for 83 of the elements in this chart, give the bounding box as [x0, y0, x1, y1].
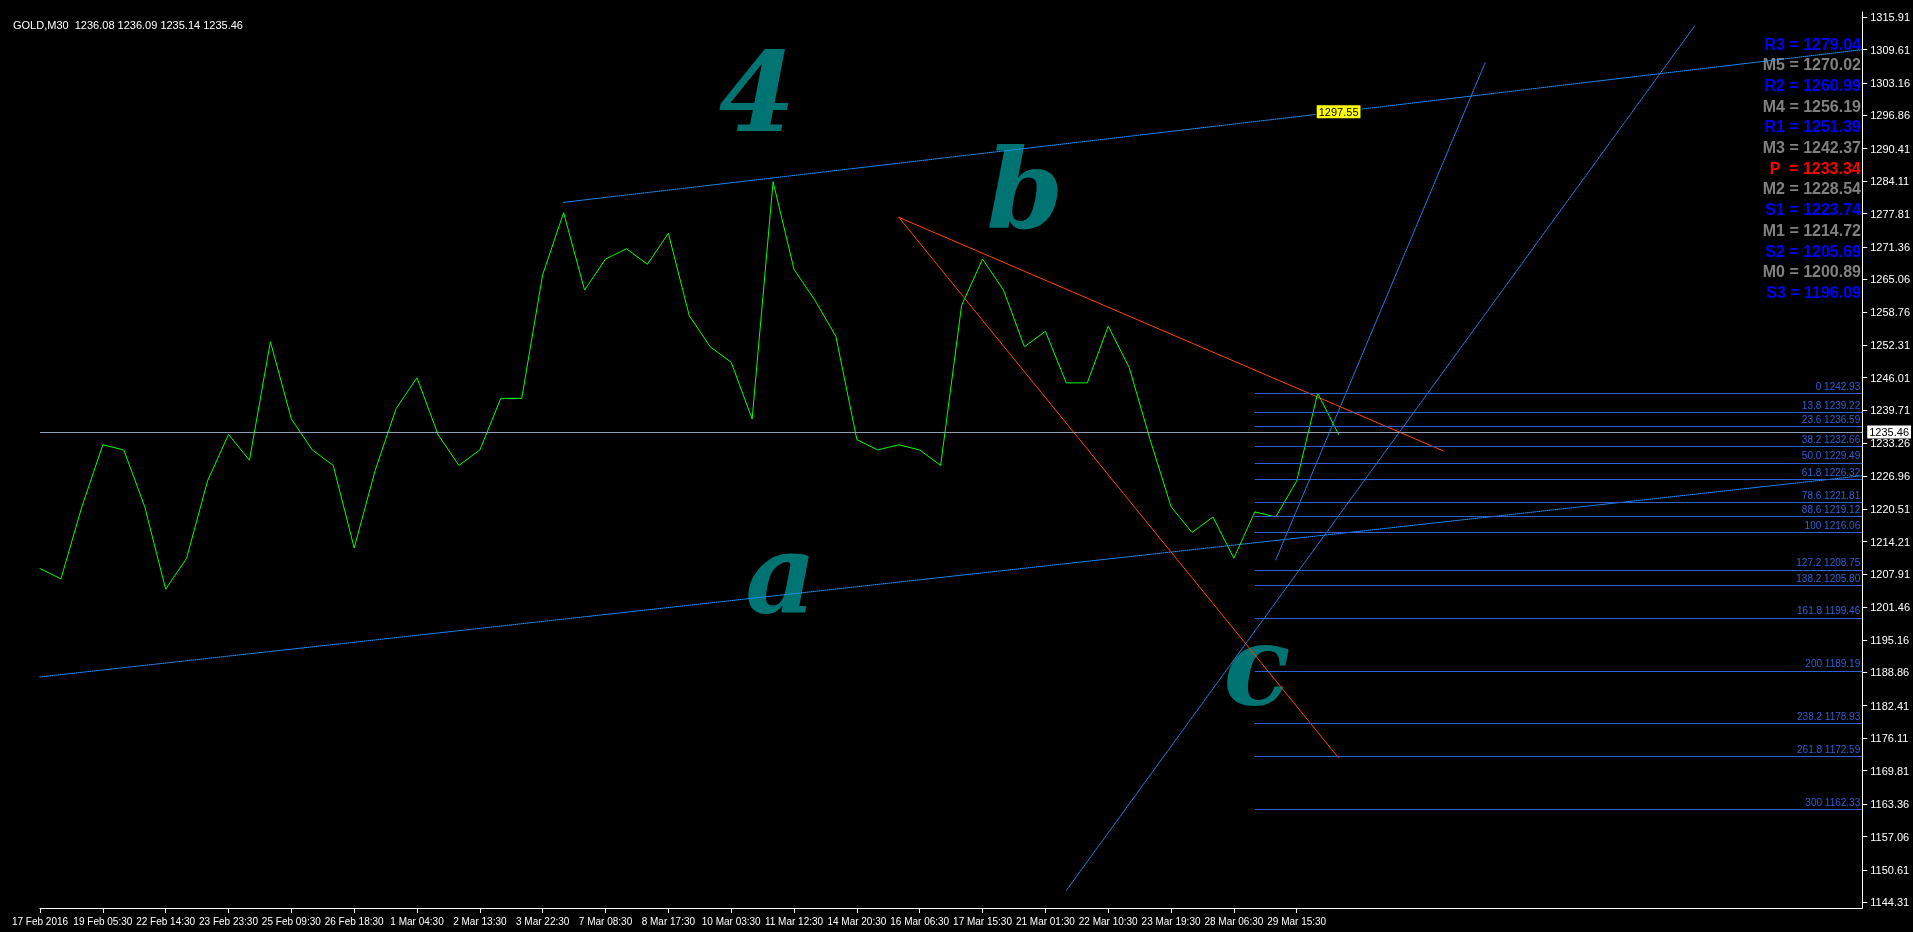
data-label: 1297.55	[1318, 105, 1359, 118]
y-tick-label: 1315.91	[1870, 11, 1910, 24]
ref-line-label: 300 1162.33	[1805, 796, 1861, 808]
x-tick-label: 29 Mar 15:30	[1267, 915, 1327, 927]
ref-line-label: 78.6 1221.81	[1801, 490, 1861, 501]
x-tick-label: 17 Feb 2016	[11, 915, 69, 927]
y-tick-label: 1214.21	[1870, 535, 1910, 548]
annotation: S1 = 1223.74	[1765, 201, 1862, 219]
y-tick-label: 1226.96	[1870, 469, 1910, 482]
ref-line-label: 61.8 1226.32	[1801, 466, 1861, 478]
x-tick-label: 10 Mar 03:30	[701, 915, 762, 927]
ref-line-label: 127.2 1208.75	[1796, 557, 1861, 569]
x-tick-label: 22 Mar 10:30	[1078, 915, 1139, 927]
ref-line-label: 200 1189.19	[1805, 658, 1861, 670]
annotation: R3 = 1279.04	[1764, 35, 1862, 53]
y-tick-label: 1246.01	[1870, 371, 1910, 384]
ref-line-label: 238.2 1178.93	[1797, 711, 1861, 723]
ref-line-label: 100 1216.06	[1804, 519, 1861, 531]
ref-line-label: 88.6 1219.12	[1801, 503, 1861, 515]
y-tick-label: 1163.36	[1870, 798, 1910, 811]
y-tick-label: 1309.61	[1870, 43, 1910, 56]
x-tick-label: 11 Mar 12:30	[764, 915, 824, 927]
ref-line-label: 50.0 1229.49	[1801, 450, 1861, 462]
ref-line-label: 1235.46	[1869, 426, 1909, 439]
y-tick-label: 1233.26	[1870, 437, 1910, 450]
annotation: b	[986, 124, 1064, 254]
y-tick-label: 1195.16	[1870, 633, 1910, 646]
y-tick-label: 1277.81	[1870, 207, 1910, 220]
text: GOLD,M30 1236.08 1236.09 1235.14 1235.46	[13, 18, 243, 31]
x-tick-label: 1 Mar 04:30	[390, 915, 445, 927]
y-tick-label: 1207.91	[1870, 568, 1910, 581]
annotation: S3 = 1196.09	[1766, 283, 1862, 301]
y-tick-label: 1296.86	[1870, 109, 1910, 122]
ref-line-label: 0 1242.93	[1815, 381, 1861, 393]
x-tick-label: 8 Mar 17:30	[641, 915, 696, 927]
annotation: M1 = 1214.72	[1762, 221, 1862, 239]
x-tick-label: 28 Mar 06:30	[1204, 915, 1264, 927]
ref-line-label: 13.8 1239.22	[1801, 400, 1861, 412]
x-tick-label: 16 Mar 06:30	[890, 915, 950, 927]
y-tick-label: 1201.46	[1870, 601, 1910, 614]
annotation: S2 = 1205.69	[1765, 242, 1862, 260]
y-tick-label: 1303.16	[1870, 76, 1910, 89]
x-tick-label: 22 Feb 14:30	[136, 915, 196, 927]
y-tick-label: 1169.81	[1870, 764, 1910, 777]
annotation: P = 1233.34	[1769, 159, 1861, 177]
x-tick-label: 2 Mar 13:30	[453, 915, 507, 927]
x-tick-label: 23 Feb 23:30	[199, 915, 259, 927]
x-tick-label: 17 Mar 15:30	[953, 915, 1013, 927]
ref-line-label: 138.2 1205.80	[1796, 572, 1861, 584]
annotation: R2 = 1260.99	[1764, 76, 1862, 94]
y-tick-label: 1176.11	[1870, 732, 1909, 745]
y-tick-label: 1252.31	[1870, 339, 1910, 352]
annotation: M5 = 1270.02	[1762, 56, 1862, 74]
annotation: 4	[718, 27, 796, 157]
y-tick-label: 1150.61	[1870, 863, 1910, 876]
annotation: M2 = 1228.54	[1762, 180, 1862, 198]
ref-line-label: 161.8 1199.46	[1797, 605, 1861, 617]
annotation: M4 = 1256.19	[1762, 97, 1862, 115]
y-tick-label: 1144.31	[1870, 896, 1910, 909]
y-tick-label: 1271.36	[1870, 240, 1910, 253]
annotation: M3 = 1242.37	[1762, 139, 1862, 156]
y-tick-label: 1265.06	[1870, 273, 1910, 286]
y-tick-label: 1284.11	[1870, 175, 1910, 188]
ref-line-label: 23.6 1236.59	[1801, 413, 1861, 425]
annotation: M0 = 1200.89	[1762, 263, 1862, 281]
y-tick-label: 1182.41	[1870, 699, 1910, 712]
x-tick-label: 23 Mar 19:30	[1141, 915, 1201, 927]
y-tick-label: 1258.76	[1870, 305, 1910, 318]
ref-line-label: 261.8 1172.59	[1797, 743, 1861, 755]
x-tick-label: 21 Mar 01:30	[1015, 915, 1076, 927]
x-tick-label: 19 Feb 05:30	[73, 915, 133, 927]
x-tick-label: 26 Feb 18:30	[324, 915, 385, 927]
y-tick-label: 1290.41	[1870, 142, 1910, 155]
x-tick-label: 25 Feb 09:30	[261, 915, 322, 927]
ref-line-label: 38.2 1232.66	[1801, 434, 1861, 446]
annotation: R1 = 1251.39	[1764, 118, 1862, 136]
y-tick-label: 1239.71	[1870, 404, 1910, 417]
x-tick-label: 14 Mar 20:30	[827, 915, 887, 927]
y-tick-label: 1157.06	[1870, 830, 1910, 843]
y-tick-label: 1220.51	[1870, 503, 1910, 516]
y-tick-label: 1188.86	[1870, 666, 1910, 679]
x-tick-label: 7 Mar 08:30	[578, 915, 633, 927]
x-tick-label: 3 Mar 22:30	[516, 915, 570, 927]
